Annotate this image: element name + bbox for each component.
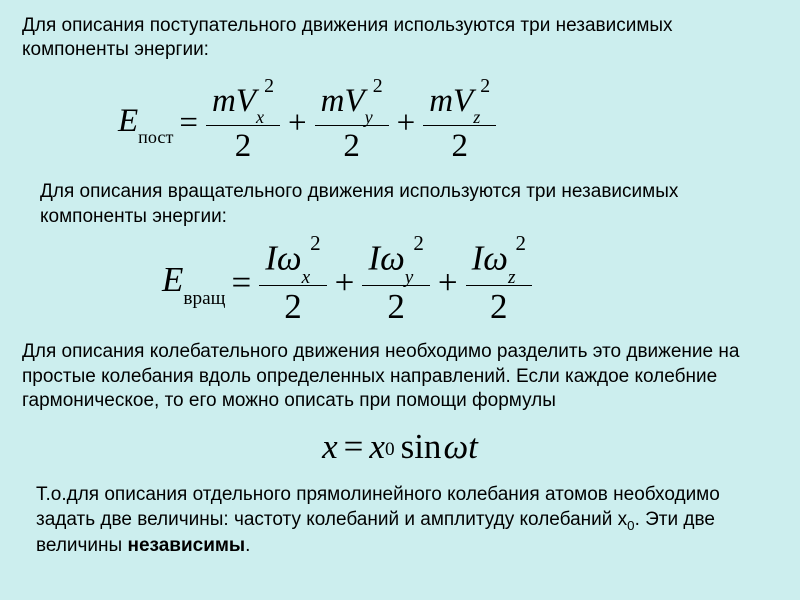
formula-e-vras: Eвращ = Iωx2 2 + Iωy2 2 + Iωz2 2 [162, 239, 778, 326]
slide: Для описания поступательного движения ис… [0, 0, 800, 572]
paragraph-1: Для описания поступательного движения ис… [22, 14, 778, 63]
formula-x-sin: x = x0 sin ωt [22, 427, 778, 467]
formula-e-post: Eпост = mVx2 2 + mVy2 2 + mVz2 2 [118, 83, 778, 165]
paragraph-4: Т.о.для описания отдельного прямолинейно… [22, 483, 778, 557]
paragraph-3: Для описания колебательного движения нео… [22, 340, 778, 413]
paragraph-2: Для описания вращательного движения испо… [22, 180, 778, 229]
